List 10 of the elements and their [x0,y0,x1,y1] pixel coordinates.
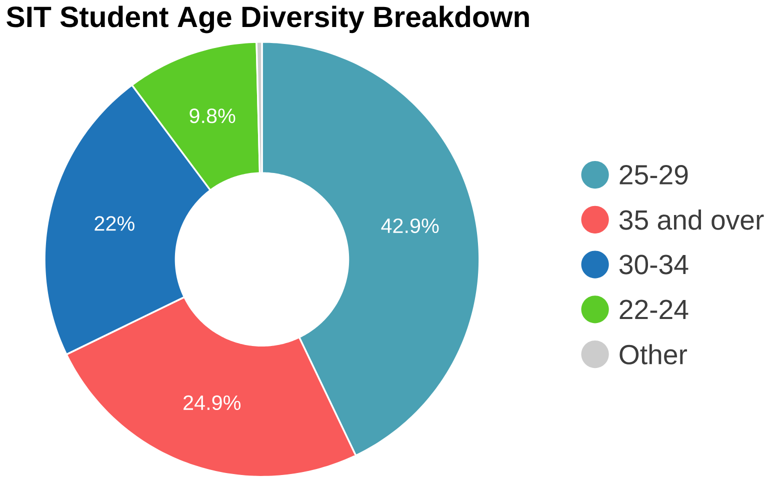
legend-label: 22-24 [620,300,688,320]
chart-title: SIT Student Age Diversity Breakdown [6,6,529,34]
legend-label: 30-34 [619,254,688,274]
data-label: 42.9% [381,218,439,234]
data-label: 24.9% [184,396,240,410]
data-label: 22% [94,216,134,231]
data-label: 9.8% [190,108,236,124]
legend-label: 25-29 [620,165,688,185]
legend-label: 35 and over [619,210,764,230]
legend-label: Other [620,344,688,365]
